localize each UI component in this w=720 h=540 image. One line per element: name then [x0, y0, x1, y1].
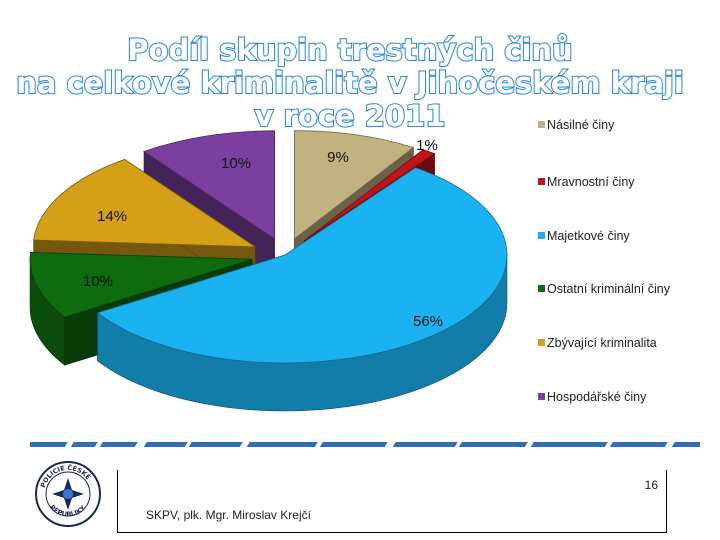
legend-item-hospodarske: Hospodářské činy	[538, 390, 646, 406]
legend-item-mravnostni: Mravnostní činy	[538, 175, 635, 191]
legend-swatch	[538, 285, 545, 292]
pie-slice-4	[33, 158, 257, 248]
legend-swatch	[538, 393, 545, 400]
legend-label: Mravnostní činy	[547, 175, 635, 189]
slide-title: Podíl skupin trestných činů na celkové k…	[0, 33, 700, 134]
legend-label: Zbývající kriminalita	[547, 336, 657, 350]
pie-label-2: 56%	[413, 313, 443, 330]
title-line-2: na celkové kriminalitě v Jihočeském kraj…	[15, 66, 685, 101]
police-logo: POLICIE ČESKÉ REPUBLIKY	[35, 461, 101, 527]
legend-item-zbyvajici: Zbývající kriminalita	[538, 336, 657, 352]
footer-box: 16 SKPV, plk. Mgr. Miroslav Krejčí	[117, 470, 667, 533]
legend-item-nasilne: Násilné činy	[538, 118, 614, 134]
pie-slice-5	[143, 130, 275, 240]
pie-label-5: 10%	[221, 155, 251, 172]
legend-swatch	[538, 121, 545, 128]
pie-slice-1	[303, 149, 436, 242]
legend-swatch	[538, 232, 545, 239]
legend-swatch	[538, 178, 545, 185]
legend-label: Hospodářské činy	[547, 390, 647, 404]
legend-item-majetkove: Majetkové činy	[538, 229, 630, 245]
legend-item-ostatni: Ostatní kriminální činy	[538, 282, 670, 298]
pie-label-3: 10%	[83, 273, 113, 290]
pie-label-4: 14%	[97, 208, 127, 225]
legend-swatch	[538, 339, 545, 346]
legend-label: Ostatní kriminální činy	[547, 282, 670, 296]
pie-label-1: 1%	[416, 137, 438, 154]
decorative-stripe	[30, 442, 700, 447]
pie-slice-3	[29, 252, 253, 318]
author-credit: SKPV, plk. Mgr. Miroslav Krejčí	[146, 508, 311, 522]
pie-slice-0	[294, 130, 415, 240]
legend-label: Násilné činy	[547, 118, 615, 132]
legend-label: Majetkové činy	[547, 229, 630, 243]
page-number: 16	[644, 478, 658, 492]
pie-label-0: 9%	[327, 149, 349, 166]
pie-slice-2	[96, 167, 508, 364]
pie-chart: 9% 1% 56% 10% 14% 10%	[29, 130, 508, 412]
title-line-3: v roce 2011	[254, 99, 447, 134]
title-line-1: Podíl skupin trestných činů	[126, 33, 573, 68]
